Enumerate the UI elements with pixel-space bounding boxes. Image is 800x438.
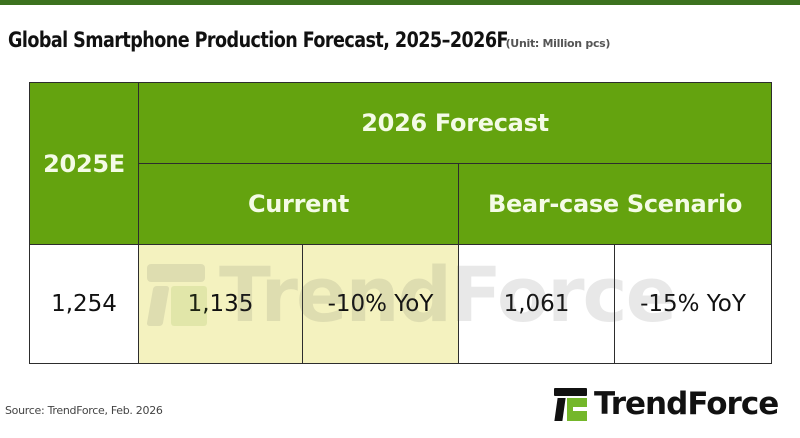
cell-current-yoy: -10% YoY — [302, 244, 459, 364]
header-2026-forecast: 2026 Forecast — [137, 82, 773, 164]
chart-title: Global Smartphone Production Forecast, 2… — [8, 28, 509, 52]
header-bear-case: Bear-case Scenario — [457, 163, 773, 245]
cell-2025e-value: 1,254 — [29, 244, 139, 364]
cell-bear-value: 1,061 — [458, 244, 615, 364]
cell-bear-yoy: -15% YoY — [613, 244, 773, 364]
top-accent-bar — [0, 0, 800, 5]
source-note: Source: TrendForce, Feb. 2026 — [5, 404, 163, 417]
header-2025e: 2025E — [29, 82, 139, 245]
forecast-table: 2025E 2026 Forecast Current Bear-case Sc… — [29, 82, 773, 364]
unit-label: (Unit: Million pcs) — [505, 37, 611, 50]
cell-current-value: 1,135 — [138, 244, 303, 364]
title-row: Global Smartphone Production Forecast, 2… — [8, 28, 610, 52]
header-current: Current — [138, 163, 459, 245]
trendforce-logo: TrendForce — [554, 386, 779, 422]
trendforce-logo-icon — [554, 386, 588, 422]
logo-text: TrendForce — [594, 386, 779, 422]
